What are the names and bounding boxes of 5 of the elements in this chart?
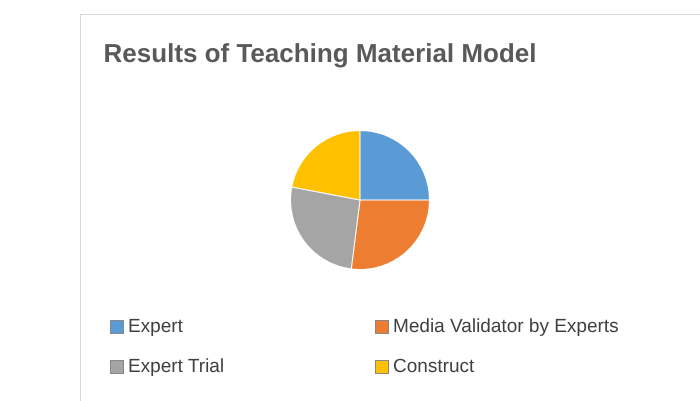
legend-label: Construct: [393, 356, 474, 378]
chart-title: Results of Teaching Material Model: [102, 38, 538, 68]
legend-label: Media Validator by Experts: [393, 316, 619, 338]
legend-label: Expert: [128, 316, 183, 338]
legend-label: Expert Trial: [128, 356, 224, 378]
